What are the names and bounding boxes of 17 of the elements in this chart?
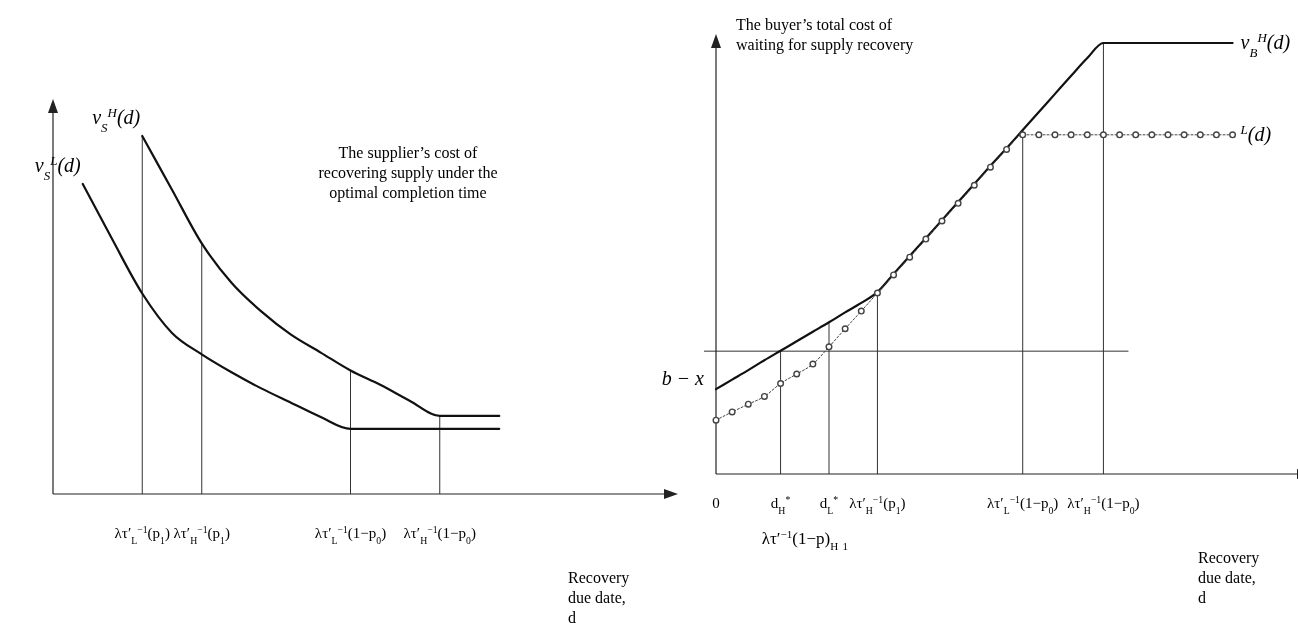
ref-line-label: b − x: [661, 367, 705, 390]
x-tick-label: λτ′$_{L}$$^{−1}$(p$_{1}$): [114, 523, 170, 546]
x-axis-title: Recovery due date, d: [568, 569, 630, 623]
x-axis-title: Recovery due date, d: [1198, 549, 1260, 606]
x-tick-label: 0: [712, 495, 720, 511]
series-label: ν$_{S}$$^{L}$(d): [34, 152, 82, 183]
x-tick-label: λτ′$_{L}$$^{−1}$(1−p$_{0}$): [987, 493, 1059, 516]
series-label: ν$_{B}$$^{H}$(d): [1240, 29, 1291, 60]
x-tick-label: λτ′$_{H}$$^{−1}$(1−p$_{0}$): [1067, 493, 1140, 516]
chart-title: The buyer’s total cost of waiting for supply recovery: [736, 16, 914, 54]
x-tick-label: λτ′$_{H}$$^{−1}$(p$_{1}$): [173, 523, 230, 546]
text: The supplier’s cost of recovering supply under the optimal completion time: [318, 144, 498, 202]
x-tick-label: λτ′$_{H}$$^{−1}$(1−p$_{0}$): [403, 523, 476, 546]
series-label: $^{L}$(d): [1239, 121, 1272, 146]
x-tick-label: λτ′$_{H}$$^{−1}$(p$_{1}$): [849, 493, 906, 516]
x-tick-label: λτ′$_{L}$$^{−1}$(1−p$_{0}$): [314, 523, 387, 546]
series-label: ν$_{S}$$^{H}$(d): [92, 104, 141, 135]
